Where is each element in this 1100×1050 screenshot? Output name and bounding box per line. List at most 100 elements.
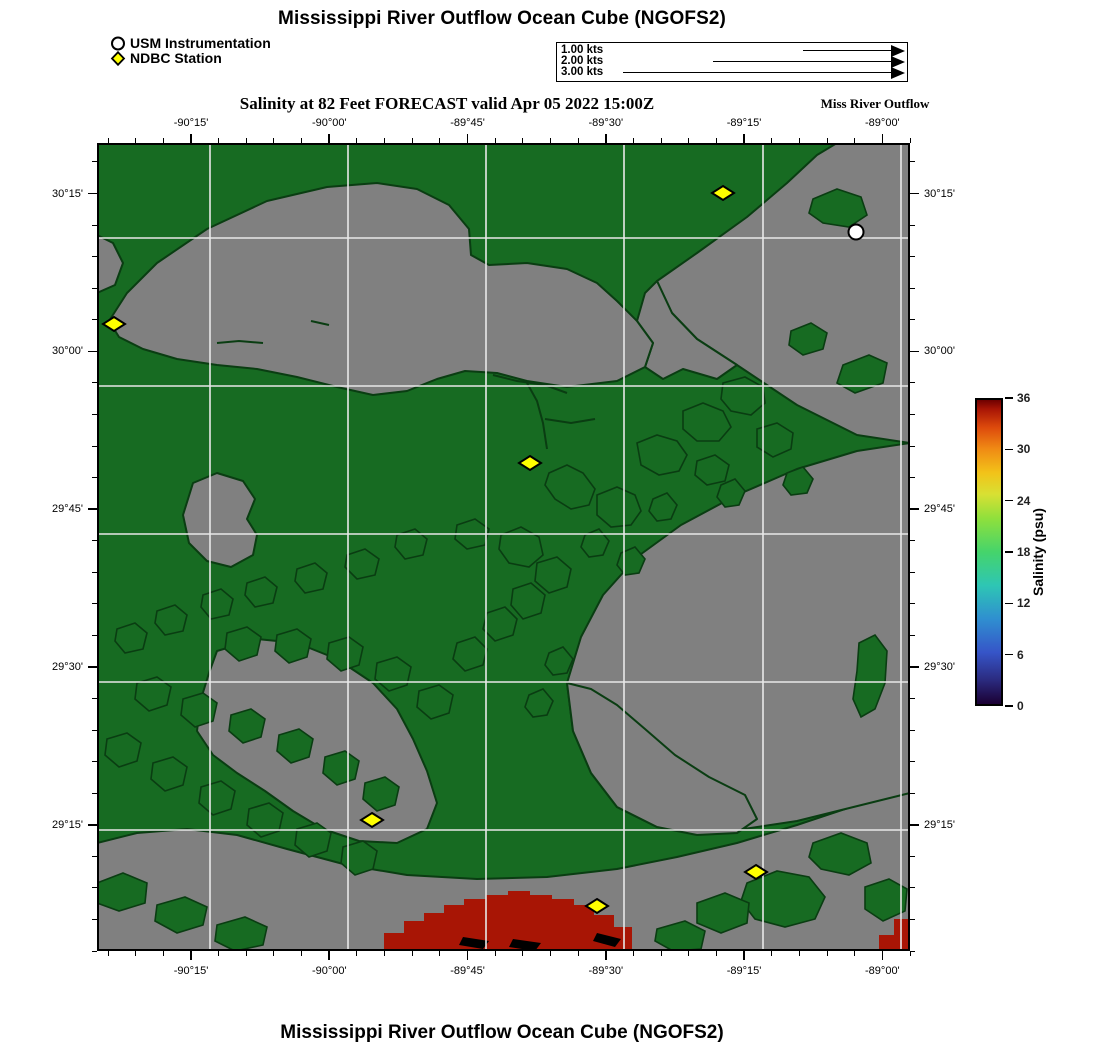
velocity-scale-row-2: 2.00 kts [557, 55, 907, 68]
axis-tick-label: 30°15' [924, 187, 955, 200]
axis-tick-label: -90°00' [311, 965, 347, 977]
usm-instrumentation-marker [847, 223, 865, 241]
axis-tick [605, 951, 607, 960]
axis-tick [743, 951, 745, 960]
axis-tick-label: 29°45' [52, 503, 83, 516]
footer-title: Mississippi River Outflow Ocean Cube (NG… [280, 1022, 724, 1043]
velocity-scale-row-3: 3.00 kts [557, 66, 907, 79]
axis-tick [88, 666, 97, 668]
axis-tick [135, 951, 137, 956]
axis-tick [439, 951, 441, 956]
ndbc-station-marker [743, 863, 769, 881]
diamond-marker-icon [110, 50, 130, 67]
legend-item-ndbc: NDBC Station [110, 50, 271, 67]
axis-tick [910, 287, 915, 289]
axis-tick [88, 508, 97, 510]
axis-tick [910, 445, 915, 447]
axis-tick [910, 950, 915, 952]
axis-tick [910, 382, 915, 384]
axis-tick [577, 951, 579, 956]
axis-tick [910, 224, 915, 226]
axis-tick [910, 823, 919, 826]
axis-tick [328, 951, 331, 960]
axis-tick [494, 951, 496, 956]
axis-tick-label: -90°00' [311, 117, 347, 129]
colorbar-tick [1005, 499, 1013, 502]
colorbar-tick-label: 6 [1017, 647, 1024, 662]
axis-tick-label: 30°15' [52, 187, 83, 200]
colorbar-tick-label: 18 [1017, 545, 1031, 559]
axis-tick [910, 918, 915, 920]
marker-legend: USM Instrumentation NDBC Station [110, 36, 271, 67]
ndbc-station-marker [710, 184, 736, 202]
axis-tick [522, 951, 524, 956]
station-markers [101, 184, 865, 915]
axis-tick-label: 29°30' [52, 660, 83, 673]
axis-tick-label: 30°00' [924, 345, 955, 358]
axis-tick [550, 951, 551, 956]
dataset-label: Miss River Outflow [820, 96, 930, 111]
map-gridlines [97, 143, 910, 951]
axis-tick [881, 134, 884, 143]
land-lake-salvador [182, 472, 258, 568]
axis-tick [910, 603, 915, 605]
axis-tick-label: -89°45' [450, 117, 485, 129]
velocity-arrowhead-3 [891, 67, 905, 79]
velocity-scale-line-3 [623, 72, 893, 74]
colorbar-tick-label: 24 [1017, 493, 1031, 508]
axis-tick-label: -89°00' [865, 965, 900, 977]
axis-tick [910, 540, 915, 542]
axis-tick [910, 666, 919, 668]
velocity-arrowhead-2 [891, 56, 905, 68]
marsh-islands [97, 188, 908, 951]
velocity-scale-label-3: 3.00 kts [561, 66, 604, 78]
axis-tick-label: -90°15' [173, 117, 209, 129]
velocity-arrowhead-1 [891, 45, 905, 57]
axis-tick [798, 951, 800, 956]
axis-tick [411, 951, 413, 956]
legend-item-usm: USM Instrumentation [110, 36, 271, 51]
axis-tick [107, 951, 109, 956]
axis-tick [190, 951, 192, 960]
ndbc-station-marker [359, 811, 385, 829]
axis-tick [660, 951, 662, 956]
ndbc-station-marker [517, 454, 543, 472]
axis-tick [910, 698, 915, 699]
axis-tick-label: 29°15' [52, 818, 83, 831]
colorbar-tick-label: 12 [1017, 596, 1031, 611]
salinity-plume-edge [879, 919, 910, 951]
legend-label-usm: USM Instrumentation [130, 35, 271, 51]
colorbar-tick [1005, 551, 1013, 553]
axis-tick [910, 319, 915, 321]
current-vectors [459, 933, 621, 951]
axis-tick [910, 192, 919, 195]
axis-tick-label: -89°45' [450, 965, 485, 977]
axis-tick [881, 951, 884, 960]
axis-tick [218, 951, 220, 956]
axis-tick [910, 161, 915, 163]
axis-tick [605, 134, 607, 143]
salinity-plume [384, 891, 632, 951]
axis-tick [910, 887, 915, 889]
map-canvas[interactable] [97, 143, 910, 951]
axis-tick-label: 29°15' [924, 818, 955, 831]
page-title: Mississippi River Outflow Ocean Cube (NG… [278, 8, 726, 29]
colorbar-tick [1005, 397, 1013, 399]
velocity-scale-label-2: 2.00 kts [561, 55, 604, 67]
axis-tick [88, 823, 97, 826]
axis-tick [466, 134, 469, 143]
colorbar-tick [1005, 602, 1013, 605]
axis-tick-label: -89°30' [588, 117, 624, 129]
axis-tick-label: 29°45' [924, 503, 955, 516]
axis-tick [910, 571, 915, 573]
colorbar-tick [1005, 653, 1013, 656]
axis-tick [910, 855, 915, 857]
axis-tick-label: 29°30' [924, 660, 955, 673]
velocity-scale-line-2 [713, 61, 893, 63]
axis-tick [910, 761, 915, 763]
axis-tick [910, 256, 915, 258]
colorbar-tick [1005, 448, 1013, 451]
axis-tick-label: 30°00' [52, 345, 83, 358]
axis-tick [190, 134, 192, 143]
axis-tick [301, 951, 303, 956]
